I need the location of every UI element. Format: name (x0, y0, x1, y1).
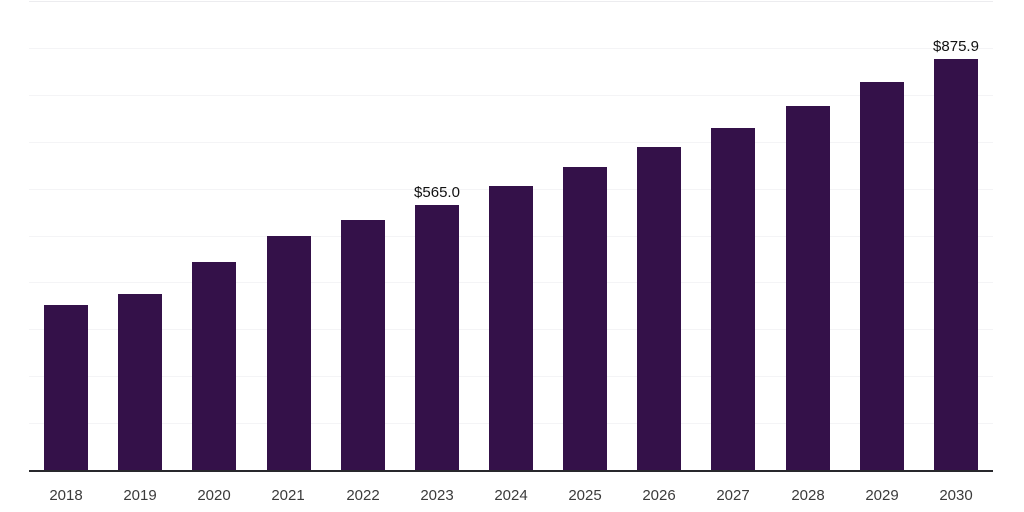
x-tick-label-2024: 2024 (494, 487, 528, 504)
bar-2021 (267, 236, 311, 470)
gridline-700 (29, 142, 993, 143)
x-tick-label-2030: 2030 (939, 487, 973, 504)
x-tick-label-2026: 2026 (642, 487, 676, 504)
x-tick-label-2022: 2022 (346, 487, 380, 504)
bar-2026 (637, 147, 681, 470)
bar-2025 (563, 167, 607, 470)
x-tick-label-2020: 2020 (197, 487, 231, 504)
x-tick-label-2029: 2029 (865, 487, 899, 504)
data-label-2023: $565.0 (414, 184, 460, 201)
bar-2028 (786, 106, 830, 470)
bar-2022 (341, 220, 385, 470)
x-tick-label-2018: 2018 (49, 487, 83, 504)
x-tick-label-2028: 2028 (791, 487, 825, 504)
x-tick-label-2027: 2027 (716, 487, 750, 504)
x-axis-line (29, 470, 993, 472)
data-label-2030: $875.9 (933, 38, 979, 55)
x-tick-label-2019: 2019 (123, 487, 157, 504)
bar-2023 (415, 205, 459, 470)
x-tick-label-2023: 2023 (420, 487, 454, 504)
bar-2024 (489, 186, 533, 470)
bar-2029 (860, 82, 904, 470)
x-tick-label-2025: 2025 (568, 487, 602, 504)
gridline-1000 (29, 1, 993, 2)
x-tick-label-2021: 2021 (271, 487, 305, 504)
bar-2027 (711, 128, 755, 470)
bar-2019 (118, 294, 162, 470)
bar-2020 (192, 262, 236, 470)
gridline-900 (29, 48, 993, 49)
gridline-800 (29, 95, 993, 96)
bar-2030 (934, 59, 978, 470)
bar-2018 (44, 305, 88, 470)
